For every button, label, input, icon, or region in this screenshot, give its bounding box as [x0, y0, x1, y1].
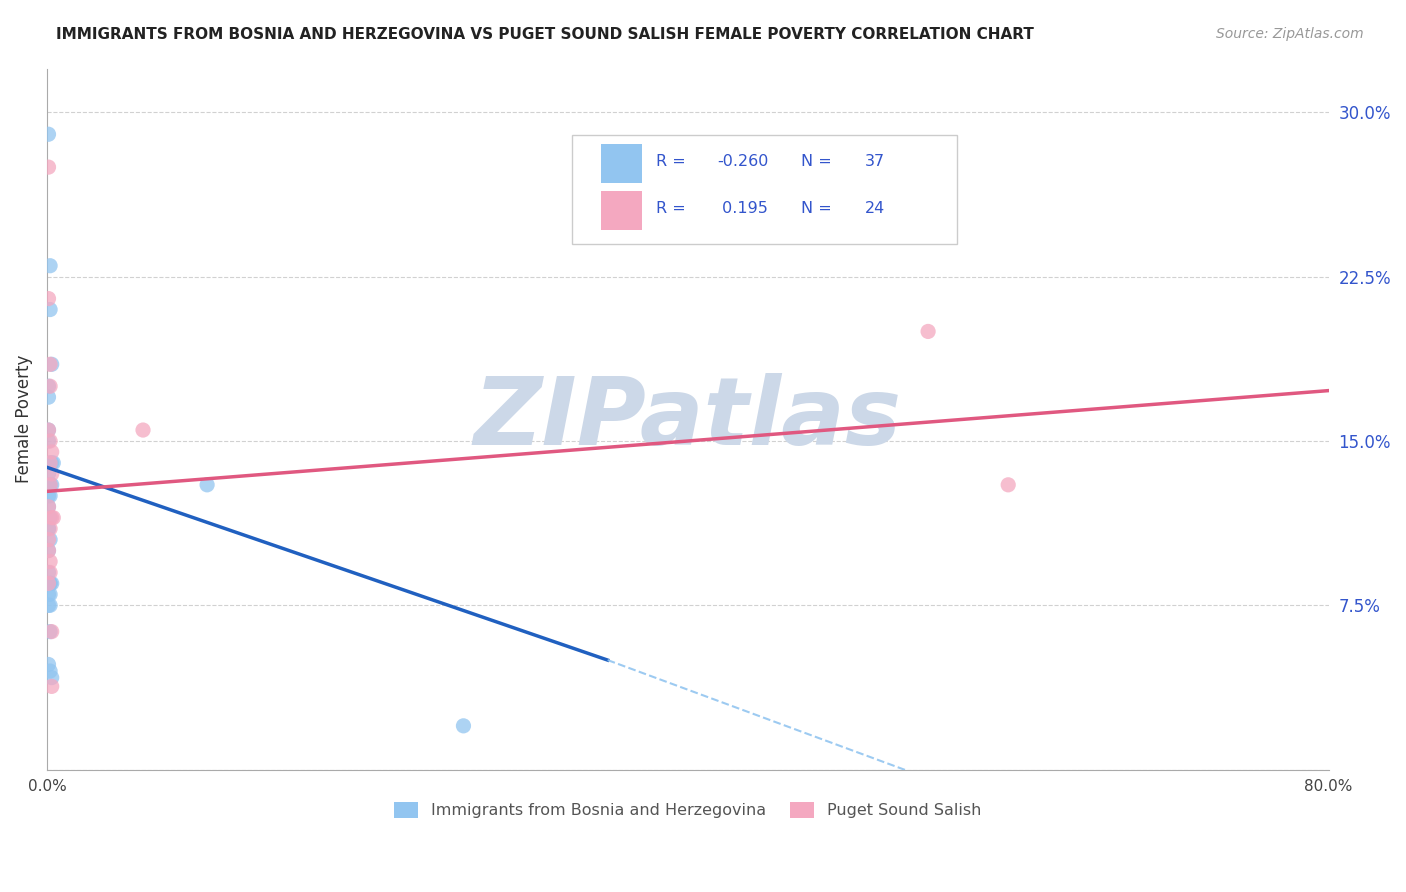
Text: 0.195: 0.195 — [717, 202, 768, 217]
Point — [37, 467, 59, 481]
Point — [39, 599, 62, 613]
Point — [997, 478, 1019, 492]
Point — [37, 587, 59, 601]
Y-axis label: Female Poverty: Female Poverty — [15, 355, 32, 483]
Point — [195, 478, 218, 492]
Point — [37, 657, 59, 672]
Point — [39, 489, 62, 503]
Point — [39, 587, 62, 601]
Point — [41, 510, 63, 524]
Point — [39, 510, 62, 524]
Point — [37, 128, 59, 142]
Point — [41, 624, 63, 639]
Point — [39, 259, 62, 273]
Text: N =: N = — [800, 202, 837, 217]
Point — [41, 478, 63, 492]
Point — [39, 357, 62, 371]
Point — [37, 160, 59, 174]
Text: 24: 24 — [865, 202, 884, 217]
Text: ZIPatlas: ZIPatlas — [474, 373, 901, 465]
Point — [41, 445, 63, 459]
Point — [37, 533, 59, 547]
Point — [39, 522, 62, 536]
Point — [42, 456, 65, 470]
Point — [39, 533, 62, 547]
Point — [37, 423, 59, 437]
Point — [41, 467, 63, 481]
Text: Source: ZipAtlas.com: Source: ZipAtlas.com — [1216, 27, 1364, 41]
Point — [37, 566, 59, 580]
Point — [39, 456, 62, 470]
Point — [453, 719, 475, 733]
Point — [37, 543, 59, 558]
Point — [39, 302, 62, 317]
Point — [41, 357, 63, 371]
Text: 37: 37 — [865, 154, 884, 169]
Point — [37, 390, 59, 404]
Text: R =: R = — [655, 154, 690, 169]
Point — [42, 510, 65, 524]
Point — [37, 522, 59, 536]
Point — [37, 500, 59, 514]
Point — [37, 423, 59, 437]
Point — [37, 379, 59, 393]
Text: IMMIGRANTS FROM BOSNIA AND HERZEGOVINA VS PUGET SOUND SALISH FEMALE POVERTY CORR: IMMIGRANTS FROM BOSNIA AND HERZEGOVINA V… — [56, 27, 1035, 42]
Point — [41, 576, 63, 591]
Text: R =: R = — [655, 202, 690, 217]
Point — [37, 576, 59, 591]
Point — [39, 456, 62, 470]
Point — [39, 624, 62, 639]
Point — [132, 423, 155, 437]
Point — [37, 434, 59, 448]
Point — [37, 292, 59, 306]
Text: -0.260: -0.260 — [717, 154, 769, 169]
Point — [37, 522, 59, 536]
Point — [41, 456, 63, 470]
Point — [39, 379, 62, 393]
Point — [37, 599, 59, 613]
Point — [39, 478, 62, 492]
FancyBboxPatch shape — [600, 145, 641, 183]
Point — [39, 576, 62, 591]
Point — [37, 543, 59, 558]
Point — [39, 664, 62, 678]
Point — [39, 566, 62, 580]
Legend: Immigrants from Bosnia and Herzegovina, Puget Sound Salish: Immigrants from Bosnia and Herzegovina, … — [388, 796, 987, 825]
Point — [41, 679, 63, 693]
Point — [39, 434, 62, 448]
Point — [917, 325, 939, 339]
Point — [39, 554, 62, 568]
Point — [37, 478, 59, 492]
Point — [37, 500, 59, 514]
Point — [39, 576, 62, 591]
Point — [37, 489, 59, 503]
FancyBboxPatch shape — [572, 135, 957, 244]
Point — [39, 478, 62, 492]
Point — [41, 671, 63, 685]
Text: N =: N = — [800, 154, 837, 169]
FancyBboxPatch shape — [600, 192, 641, 230]
